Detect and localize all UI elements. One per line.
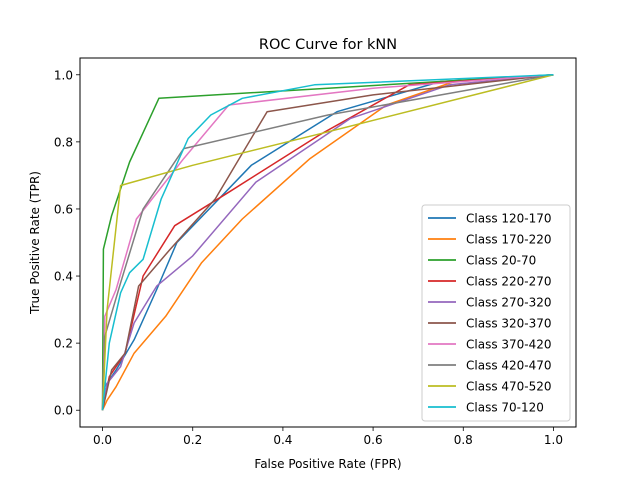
legend: Class 120-170 Class 170-220 Class 20-70 Cla… <box>421 204 571 422</box>
y-tick-label: 0.6 <box>54 202 73 216</box>
x-tick-label: 0.0 <box>93 433 112 447</box>
x-tick-label: 0.4 <box>273 433 292 447</box>
series-layer <box>101 74 554 411</box>
x-axis: 0.0 0.2 0.4 0.6 0.8 1.0 <box>93 427 563 447</box>
y-axis: 0.0 0.2 0.4 0.6 0.8 1.0 <box>54 68 80 418</box>
legend-label: Class 170-220 <box>466 233 552 247</box>
series-line-6 <box>101 74 554 411</box>
y-tick-label: 0.8 <box>54 135 73 149</box>
series-line-4 <box>101 74 554 411</box>
x-tick-label: 1.0 <box>544 433 563 447</box>
series-line-8 <box>101 74 554 411</box>
x-tick-label: 0.2 <box>183 433 202 447</box>
chart-title: ROC Curve for kNN <box>259 37 397 53</box>
y-axis-label: True Positive Rate (TPR) <box>28 171 42 315</box>
series-line-10 <box>101 74 554 411</box>
legend-label: Class 70-120 <box>466 401 544 415</box>
y-tick-label: 0.2 <box>54 337 73 351</box>
legend-label: Class 320-370 <box>466 317 552 331</box>
series-line-2 <box>101 74 554 411</box>
x-tick-label: 0.6 <box>364 433 383 447</box>
x-axis-label: False Positive Rate (FPR) <box>254 457 401 471</box>
legend-label: Class 270-320 <box>466 296 552 310</box>
plot-frame <box>79 57 577 428</box>
legend-box <box>421 204 571 422</box>
y-tick-label: 1.0 <box>54 68 73 82</box>
x-tick-label: 0.8 <box>454 433 473 447</box>
legend-label: Class 220-270 <box>466 275 552 289</box>
y-tick-label: 0.4 <box>54 270 73 284</box>
legend-label: Class 120-170 <box>466 212 552 226</box>
series-line-9 <box>101 74 554 411</box>
y-tick-label: 0.0 <box>54 404 73 418</box>
legend-label: Class 20-70 <box>466 254 536 268</box>
legend-label: Class 370-420 <box>466 338 552 352</box>
legend-label: Class 420-470 <box>466 359 552 373</box>
series-line-3 <box>101 74 554 411</box>
legend-label: Class 470-520 <box>466 380 552 394</box>
